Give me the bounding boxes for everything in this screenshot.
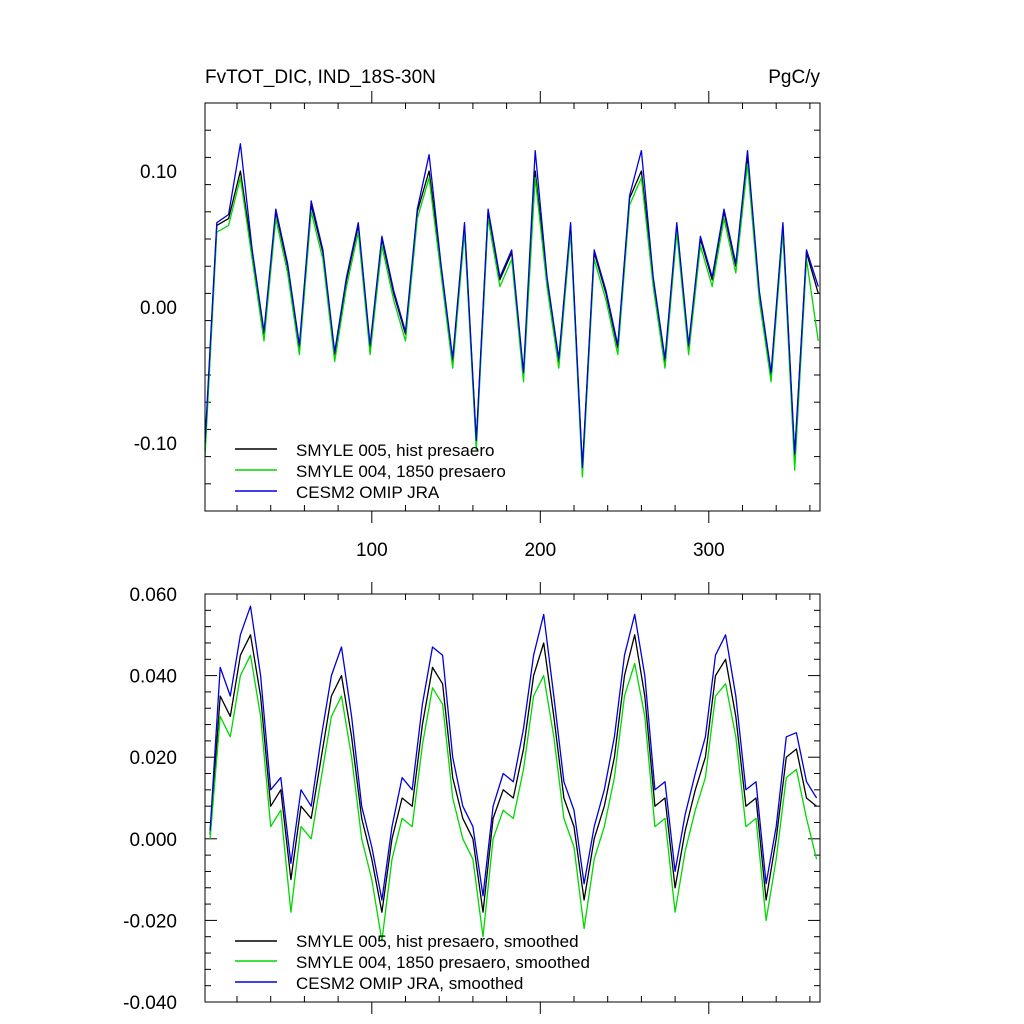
top-series-smyle-005-hist-presaero xyxy=(204,156,819,471)
top-panel-x-tick-labels: 100 200 300 xyxy=(356,540,725,561)
legend-label-smyle-004: SMYLE 004, 1850 presaero xyxy=(296,462,506,481)
top-series-cesm2-omip-jra xyxy=(204,143,819,469)
bottom-panel-y-tick-labels: -0.040 -0.020 0.000 0.020 0.040 0.060 xyxy=(123,585,177,1014)
top-x-tick-label: 300 xyxy=(693,540,725,561)
top-panel-tick-marks xyxy=(205,91,820,523)
bottom-y-tick-label: -0.020 xyxy=(123,911,177,932)
panel-title-right: PgC/y xyxy=(768,67,820,88)
top-y-tick-label: -0.10 xyxy=(134,434,177,455)
top-x-tick-label: 100 xyxy=(356,540,388,561)
legend-label-cesm2: CESM2 OMIP JRA xyxy=(296,483,440,502)
top-y-tick-label: 0.00 xyxy=(140,298,177,319)
bottom-panel: -0.040 -0.020 0.000 0.020 0.040 0.060 SMYLE 0… xyxy=(123,582,821,1014)
legend-label-cesm2-smoothed: CESM2 OMIP JRA, smoothed xyxy=(296,974,523,993)
top-panel: FvTOT_DIC, IND_18S-30N PgC/y -0.10 0.00 0.… xyxy=(134,67,821,561)
legend-label-smyle-004-smoothed: SMYLE 004, 1850 presaero, smoothed xyxy=(296,953,590,972)
legend-label-smyle-005-smoothed: SMYLE 005, hist presaero, smoothed xyxy=(296,932,579,951)
bottom-panel-plot-frame xyxy=(204,593,821,1003)
panel-title-left: FvTOT_DIC, IND_18S-30N xyxy=(205,67,436,88)
top-panel-legend: SMYLE 005, hist presaero SMYLE 004, 1850… xyxy=(235,441,506,502)
legend-label-smyle-005: SMYLE 005, hist presaero xyxy=(296,441,494,460)
bottom-y-tick-label: 0.060 xyxy=(129,585,177,606)
bottom-y-tick-label: 0.040 xyxy=(129,667,177,688)
bottom-series-smyle-004-1850-presaero-smoothed xyxy=(209,654,818,942)
bottom-panel-series xyxy=(209,605,818,942)
top-panel-plot-frame xyxy=(204,102,821,512)
top-series-smyle-004-1850-presaero xyxy=(204,163,819,478)
top-x-tick-label: 200 xyxy=(524,540,556,561)
bottom-panel-legend: SMYLE 005, hist presaero, smoothed SMYLE… xyxy=(235,932,590,993)
top-panel-y-tick-labels: -0.10 0.00 0.10 xyxy=(134,162,177,455)
top-panel-series xyxy=(204,143,819,478)
bottom-y-tick-label: 0.000 xyxy=(129,830,177,851)
bottom-series-cesm2-omip-jra-smoothed xyxy=(209,605,818,901)
bottom-y-tick-label: 0.020 xyxy=(129,748,177,769)
bottom-y-tick-label: -0.040 xyxy=(123,993,177,1014)
top-y-tick-label: 0.10 xyxy=(140,162,177,183)
bottom-series-smyle-005-hist-presaero-smoothed xyxy=(209,634,818,913)
